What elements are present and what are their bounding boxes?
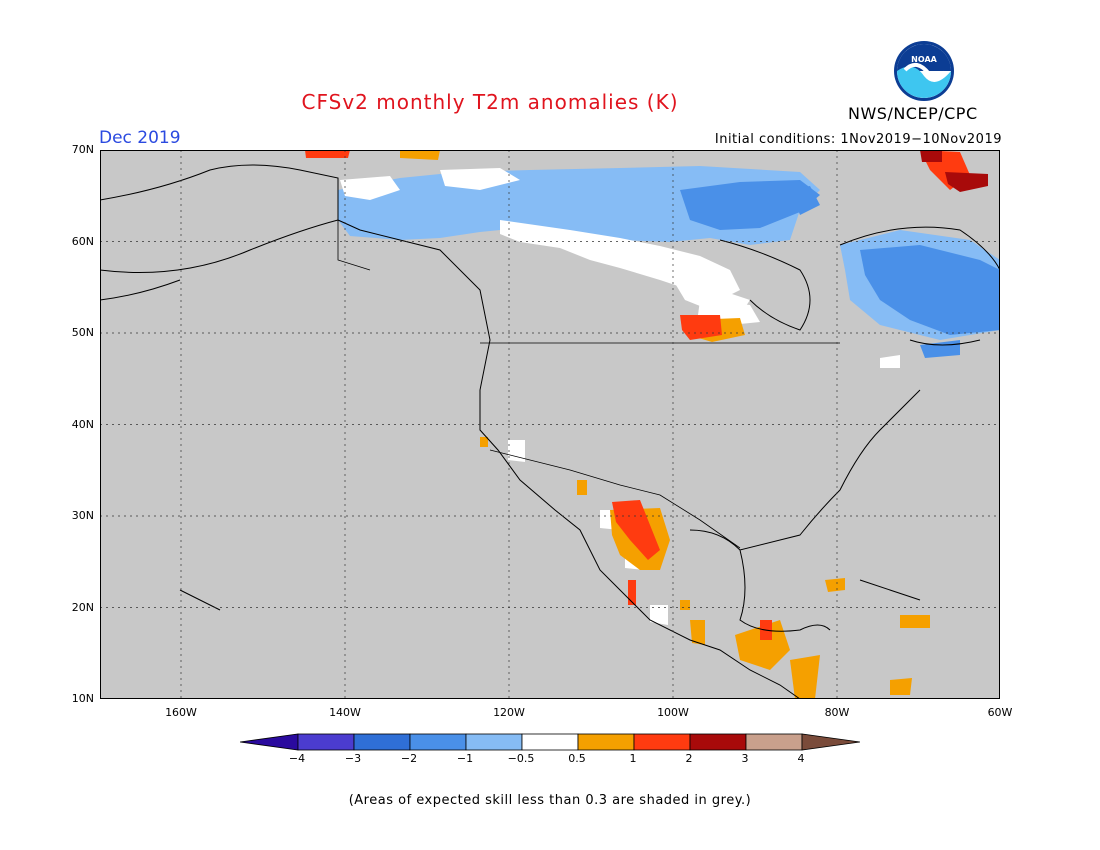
lon-label: 80W (824, 706, 850, 719)
lon-label: 60W (987, 706, 1013, 719)
initial-conditions: Initial conditions: 1Nov2019−10Nov2019 (714, 132, 1002, 147)
lat-label: 10N (71, 692, 94, 705)
colorbar-segment (633, 733, 691, 751)
lat-label: 60N (71, 235, 94, 248)
agency-label: NWS/NCEP/CPC (848, 104, 978, 123)
colorbar-label: −0.5 (507, 752, 535, 765)
country-borders (337, 178, 840, 549)
colorbar-arrow-low (240, 733, 299, 751)
anomaly-map (100, 150, 1000, 699)
lat-label: 70N (71, 143, 94, 156)
lat-label: 50N (71, 326, 94, 339)
lon-label: 120W (493, 706, 525, 719)
noaa-logo: NOAA (894, 41, 954, 101)
colorbar-label: 3 (741, 752, 749, 765)
colorbar-segment (745, 733, 803, 751)
colorbar (240, 733, 860, 751)
colorbar-label: 2 (685, 752, 693, 765)
colorbar-segment (521, 733, 579, 751)
colorbar-segment (689, 733, 747, 751)
colorbar-segment (577, 733, 635, 751)
footnote: (Areas of expected skill less than 0.3 a… (348, 793, 752, 808)
colorbar-arrow-high (801, 733, 860, 751)
colorbar-segment (297, 733, 355, 751)
lon-label: 140W (329, 706, 361, 719)
colorbar-label: 4 (797, 752, 805, 765)
colorbar-segment (409, 733, 467, 751)
colorbar-label: −1 (456, 752, 474, 765)
lat-label: 20N (71, 601, 94, 614)
lat-label: 30N (71, 509, 94, 522)
colorbar-label: 1 (629, 752, 637, 765)
colorbar-label: −3 (344, 752, 362, 765)
near-normal (340, 168, 900, 625)
colorbar-segment (465, 733, 523, 751)
colorbar-label: −2 (400, 752, 418, 765)
lat-label: 40N (71, 418, 94, 431)
coastlines (100, 164, 1000, 699)
warm-anomaly-darkred (920, 150, 988, 192)
lon-label: 160W (165, 706, 197, 719)
colorbar-segment (353, 733, 411, 751)
cool-anomaly-medium (680, 180, 1000, 358)
lon-label: 100W (657, 706, 689, 719)
noaa-logo-text: NOAA (911, 55, 937, 64)
chart-title: CFSv2 monthly T2m anomalies (K) (301, 90, 679, 114)
graticule (100, 150, 1000, 699)
colorbar-label: −4 (288, 752, 306, 765)
colorbar-label: 0.5 (568, 752, 586, 765)
forecast-period: Dec 2019 (99, 128, 181, 148)
